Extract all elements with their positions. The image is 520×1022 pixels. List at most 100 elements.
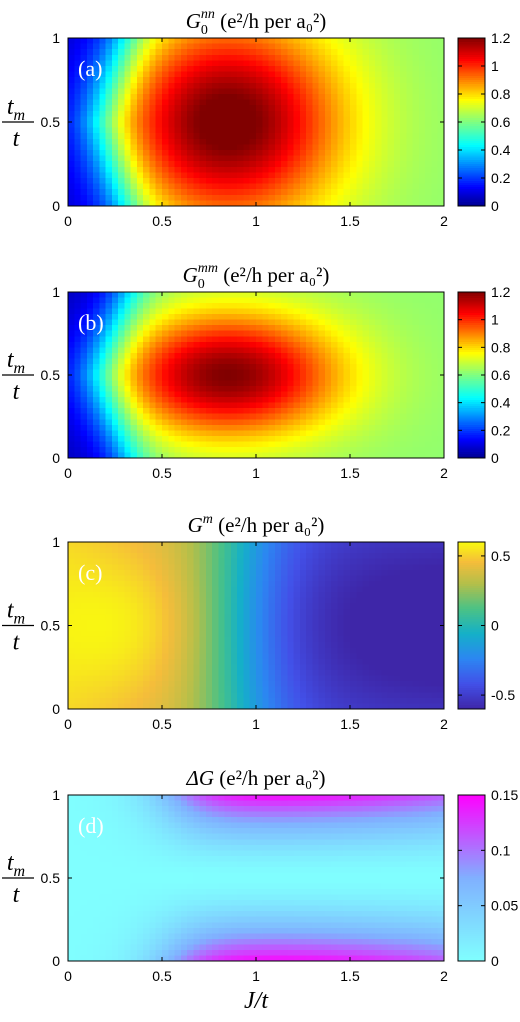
heatmap-cell: [93, 542, 100, 549]
heatmap-cell: [287, 189, 295, 196]
heatmap-cell: [136, 352, 144, 359]
heatmap-cell: [149, 397, 157, 404]
heatmap-cell: [243, 369, 251, 376]
heatmap-cell: [149, 122, 157, 129]
heatmap-cell: [68, 297, 75, 304]
heatmap-cell: [68, 71, 75, 78]
heatmap-cell: [162, 441, 169, 448]
heatmap-cell: [281, 413, 288, 420]
heatmap-cell: [105, 336, 113, 343]
heatmap-cell: [368, 94, 376, 101]
heatmap-cell: [105, 314, 113, 321]
heatmap-cell: [293, 597, 301, 604]
heatmap-cell: [93, 178, 100, 185]
heatmap-cell: [268, 697, 276, 705]
heatmap-cell: [287, 391, 295, 398]
colorbar-swatch: [458, 145, 485, 148]
heatmap-cell: [331, 452, 339, 459]
heatmap-cell: [243, 441, 251, 448]
heatmap-cell: [74, 88, 82, 95]
heatmap-cell: [306, 105, 313, 112]
heatmap-cell: [293, 435, 301, 442]
heatmap-cell: [80, 161, 88, 168]
heatmap-cell: [400, 363, 407, 371]
heatmap-cell: [237, 166, 245, 173]
colorbar-swatch: [458, 48, 485, 52]
heatmap-cell: [431, 60, 439, 67]
heatmap-cell: [256, 155, 263, 162]
heatmap-cell: [299, 325, 307, 332]
heatmap-cell: [287, 161, 295, 168]
heatmap-cell: [249, 391, 257, 398]
heatmap-cell: [168, 94, 176, 101]
heatmap-cell: [237, 397, 245, 404]
heatmap-cell: [287, 441, 295, 448]
heatmap-cell: [393, 402, 401, 409]
heatmap-cell: [118, 397, 125, 404]
heatmap-cell: [243, 603, 251, 610]
heatmap-cell: [174, 183, 182, 190]
heatmap-cell: [400, 380, 407, 387]
heatmap-cell: [268, 430, 276, 437]
heatmap-cell: [205, 330, 213, 337]
heatmap-cell: [218, 569, 226, 576]
heatmap-cell: [111, 330, 119, 337]
heatmap-cell: [287, 686, 295, 693]
heatmap-cell: [124, 658, 132, 666]
heatmap-cell: [381, 183, 389, 190]
heatmap-cell: [318, 172, 326, 179]
heatmap-cell: [274, 547, 282, 554]
heatmap-cell: [143, 122, 151, 129]
heatmap-cell: [199, 336, 207, 343]
heatmap-cell: [136, 703, 144, 710]
heatmap-cell: [99, 77, 107, 84]
colorbar-swatch: [458, 119, 485, 123]
heatmap-cell: [324, 133, 332, 140]
heatmap-cell: [162, 122, 169, 129]
heatmap-cell: [356, 347, 364, 354]
heatmap-cell: [86, 88, 94, 95]
heatmap-cell: [362, 178, 370, 185]
heatmap-cell: [149, 375, 157, 382]
heatmap-cell: [205, 314, 213, 321]
heatmap-cell: [393, 43, 401, 50]
heatmap-cell: [93, 430, 100, 437]
heatmap-cell: [362, 341, 370, 348]
heatmap-cell: [249, 670, 257, 677]
heatmap-cell: [93, 408, 100, 415]
heatmap-cell: [218, 297, 226, 304]
heatmap-cell: [293, 441, 301, 448]
heatmap-cell: [381, 150, 389, 157]
heatmap-cell: [155, 703, 163, 710]
heatmap-cell: [425, 150, 433, 157]
heatmap-cell: [337, 155, 345, 162]
heatmap-cell: [243, 54, 251, 61]
heatmap-cell: [306, 161, 313, 168]
heatmap-cell: [68, 363, 75, 371]
heatmap-cell: [368, 194, 376, 201]
heatmap-cell: [224, 110, 232, 117]
heatmap-cell: [256, 547, 263, 554]
heatmap-cell: [324, 386, 332, 393]
heatmap-cell: [412, 363, 420, 371]
colorbar-swatch: [458, 306, 485, 310]
heatmap-cell: [136, 99, 144, 106]
heatmap-cell: [281, 43, 288, 50]
heatmap-cell: [218, 631, 226, 638]
heatmap-cell: [224, 133, 232, 140]
heatmap-cell: [205, 110, 213, 117]
heatmap-cell: [281, 194, 288, 201]
heatmap-cell: [86, 402, 94, 409]
heatmap-cell: [86, 292, 94, 299]
heatmap-cell: [362, 189, 370, 196]
heatmap-cell: [130, 82, 138, 89]
heatmap-cell: [262, 642, 270, 649]
heatmap-cell: [124, 105, 132, 112]
heatmap-cell: [262, 703, 270, 710]
heatmap-cell: [199, 631, 207, 638]
heatmap-cell: [381, 325, 389, 332]
heatmap-cell: [224, 60, 232, 67]
colorbar-swatch: [458, 94, 485, 98]
heatmap-cell: [80, 575, 88, 582]
colorbar-swatch: [458, 197, 485, 201]
